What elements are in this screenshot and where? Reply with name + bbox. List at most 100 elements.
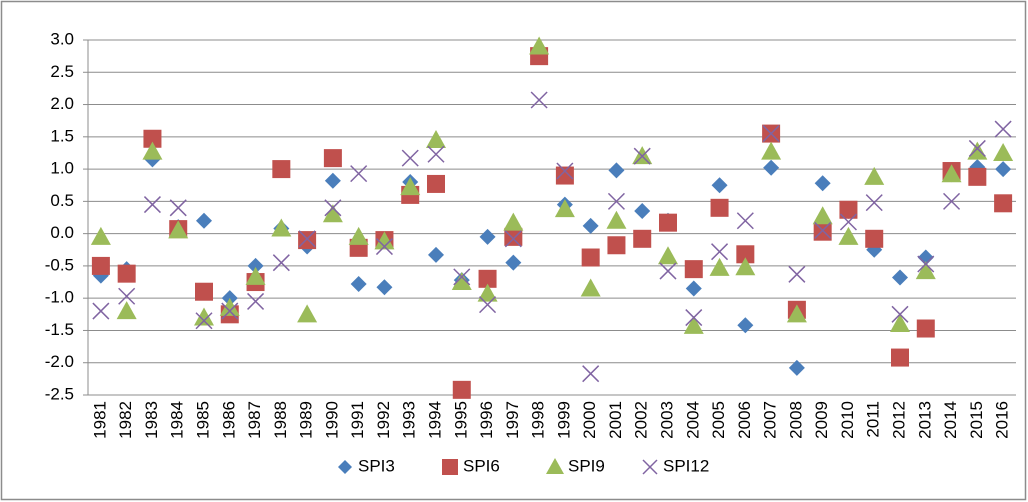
y-tick-label: 0.0 <box>50 223 74 242</box>
point <box>813 222 832 241</box>
x-tick-label: 2013 <box>915 401 934 439</box>
point <box>247 292 265 310</box>
x-tick-label: 1985 <box>193 401 212 439</box>
point <box>917 255 935 273</box>
point <box>685 309 703 327</box>
point <box>736 212 754 230</box>
point <box>763 159 780 176</box>
y-tick-label: -2.0 <box>45 352 74 371</box>
x-tick-label: 2000 <box>580 401 599 439</box>
point <box>607 192 625 210</box>
point <box>272 254 290 272</box>
x-tick-label: 1981 <box>90 401 109 439</box>
point <box>968 139 986 157</box>
point <box>864 166 885 185</box>
legend-marker <box>546 458 564 474</box>
y-tick-label: 2.5 <box>50 62 74 81</box>
point <box>943 192 961 210</box>
x-tick-label: 2005 <box>709 401 728 439</box>
point <box>634 203 651 220</box>
x-tick-label: 2006 <box>735 401 754 439</box>
y-tick-label: 1.0 <box>50 159 74 178</box>
point <box>348 226 369 245</box>
x-tick-label: 2004 <box>683 401 702 439</box>
point <box>350 165 368 183</box>
point <box>298 231 317 250</box>
point <box>505 254 522 271</box>
point <box>195 282 213 301</box>
point <box>788 265 806 283</box>
x-tick-label: 2003 <box>657 401 676 439</box>
point <box>247 257 264 274</box>
point <box>711 177 728 194</box>
x-tick-label: 2002 <box>632 401 651 439</box>
x-tick-label: 1996 <box>477 401 496 439</box>
point <box>915 261 936 280</box>
point <box>143 129 162 148</box>
point <box>91 256 110 275</box>
point <box>272 160 291 179</box>
point <box>916 319 935 338</box>
point <box>968 167 987 186</box>
point <box>196 212 212 229</box>
legend-label: SPI9 <box>568 456 605 475</box>
point <box>941 164 962 183</box>
legend-marker <box>338 460 352 474</box>
point <box>271 218 292 237</box>
point <box>168 220 189 239</box>
point <box>90 226 111 245</box>
x-tick-label: 1995 <box>451 401 470 439</box>
point <box>633 229 652 248</box>
x-tick-label: 1984 <box>168 401 187 439</box>
x-tick-label: 2009 <box>812 401 831 439</box>
point <box>401 149 419 167</box>
y-tick-label: 0.5 <box>50 191 74 210</box>
point <box>814 175 831 192</box>
legend-marker <box>642 459 658 475</box>
point <box>477 283 498 302</box>
point <box>504 227 523 246</box>
x-tick-label: 2001 <box>606 401 625 439</box>
point <box>788 359 805 376</box>
x-tick-label: 1991 <box>348 401 367 439</box>
point <box>350 275 367 292</box>
x-tick-label: 1987 <box>245 401 264 439</box>
point <box>504 230 522 248</box>
x-tick-label: 1993 <box>400 401 419 439</box>
point <box>735 257 756 276</box>
point <box>736 245 755 264</box>
point <box>659 213 677 232</box>
point <box>709 257 730 276</box>
point <box>169 199 187 217</box>
x-tick-label: 1986 <box>219 401 238 439</box>
point <box>503 212 524 231</box>
point <box>967 141 988 160</box>
x-tick-label: 2008 <box>786 401 805 439</box>
point <box>582 365 600 383</box>
x-tick-label: 2012 <box>889 401 908 439</box>
point <box>298 230 316 248</box>
x-tick-label: 2016 <box>993 401 1012 439</box>
point <box>995 161 1012 178</box>
point <box>143 196 161 214</box>
y-tick-label: -0.5 <box>45 255 74 274</box>
point <box>452 380 471 399</box>
x-tick-label: 1988 <box>271 401 290 439</box>
point <box>890 314 910 332</box>
y-tick-label: -1.5 <box>45 320 74 339</box>
point <box>451 272 472 291</box>
point <box>117 264 136 283</box>
point <box>633 147 651 165</box>
point <box>118 287 136 305</box>
point <box>711 243 729 261</box>
x-tick-label: 1999 <box>554 401 573 439</box>
x-tick-label: 1997 <box>503 401 522 439</box>
legend-label: SPI3 <box>358 456 395 475</box>
point <box>865 229 884 248</box>
legend-item: SPI12 <box>642 456 709 475</box>
x-tick-label: 2011 <box>864 401 883 438</box>
point <box>658 246 678 265</box>
point <box>245 266 266 285</box>
